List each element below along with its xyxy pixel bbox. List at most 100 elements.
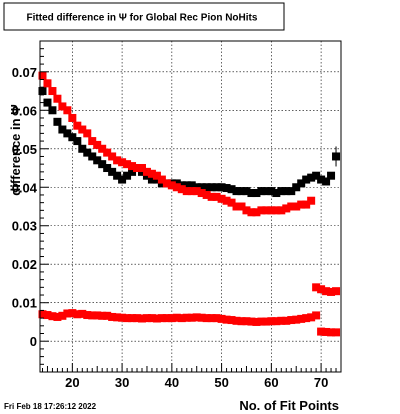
data-point bbox=[103, 148, 112, 157]
data-point bbox=[197, 313, 206, 322]
data-point bbox=[237, 317, 246, 326]
data-point bbox=[297, 314, 306, 323]
data-point bbox=[172, 313, 181, 322]
data-point bbox=[108, 312, 117, 321]
timestamp-footer: Fri Feb 18 17:26:12 2022 bbox=[4, 402, 97, 411]
data-point bbox=[207, 183, 216, 192]
series-black-0 bbox=[38, 87, 341, 198]
x-tick-label: 20 bbox=[65, 375, 79, 390]
data-point bbox=[162, 314, 171, 323]
data-point bbox=[172, 183, 181, 192]
data-point bbox=[53, 94, 62, 103]
data-point bbox=[317, 327, 326, 336]
data-point bbox=[192, 187, 201, 196]
data-point bbox=[128, 162, 137, 171]
data-point bbox=[78, 144, 87, 153]
data-point bbox=[43, 311, 52, 320]
data-point bbox=[197, 183, 206, 192]
data-point bbox=[287, 187, 296, 196]
data-point bbox=[287, 316, 296, 325]
chart-title: Fitted difference in Ψ for Global Rec Pi… bbox=[27, 13, 258, 24]
data-point bbox=[98, 144, 107, 153]
data-point bbox=[177, 185, 186, 194]
data-point bbox=[267, 206, 276, 215]
data-point bbox=[207, 314, 216, 323]
data-point bbox=[212, 192, 221, 201]
x-tick-label: 70 bbox=[314, 375, 328, 390]
data-point bbox=[93, 156, 102, 165]
data-point bbox=[252, 208, 261, 217]
data-point bbox=[312, 283, 321, 292]
data-point bbox=[182, 187, 191, 196]
data-point bbox=[242, 317, 251, 326]
data-point bbox=[202, 314, 211, 323]
data-point bbox=[257, 317, 266, 326]
data-point bbox=[68, 309, 77, 318]
data-point bbox=[302, 175, 311, 184]
data-point bbox=[307, 173, 316, 182]
series-red-2 bbox=[38, 309, 341, 337]
data-point bbox=[232, 316, 241, 325]
data-point bbox=[123, 171, 132, 180]
data-point bbox=[137, 164, 146, 173]
data-point bbox=[63, 129, 72, 138]
data-point bbox=[162, 179, 171, 188]
data-point bbox=[48, 106, 57, 115]
data-point bbox=[277, 316, 286, 325]
data-point bbox=[292, 183, 301, 192]
data-point bbox=[202, 190, 211, 199]
data-point bbox=[58, 102, 67, 111]
data-point bbox=[262, 317, 271, 326]
data-point bbox=[317, 285, 326, 294]
data-point bbox=[212, 183, 221, 192]
data-point bbox=[252, 317, 261, 326]
data-point bbox=[157, 175, 166, 184]
data-point bbox=[53, 312, 62, 321]
data-markers bbox=[38, 71, 341, 337]
data-point bbox=[242, 206, 251, 215]
data-point bbox=[128, 314, 137, 323]
data-point bbox=[78, 125, 87, 134]
data-point bbox=[327, 287, 336, 296]
data-point bbox=[48, 312, 57, 321]
data-point bbox=[297, 179, 306, 188]
data-point bbox=[142, 314, 151, 323]
x-tick-label: 50 bbox=[214, 375, 228, 390]
data-point bbox=[247, 317, 256, 326]
data-point bbox=[247, 208, 256, 217]
data-point bbox=[257, 187, 266, 196]
y-tick-label: 0.07 bbox=[12, 65, 37, 80]
data-point bbox=[73, 310, 82, 319]
y-tick-label: 0.03 bbox=[12, 219, 37, 234]
data-point bbox=[272, 189, 281, 198]
data-point bbox=[152, 314, 161, 323]
data-point bbox=[167, 181, 176, 190]
y-tick-label: 0.05 bbox=[12, 142, 37, 157]
data-point bbox=[272, 317, 281, 326]
x-tick-label: 40 bbox=[165, 375, 179, 390]
data-point bbox=[108, 167, 117, 176]
data-point bbox=[242, 187, 251, 196]
data-point bbox=[277, 206, 286, 215]
data-point bbox=[302, 200, 311, 209]
data-point bbox=[88, 152, 97, 161]
data-point bbox=[207, 192, 216, 201]
data-point bbox=[212, 314, 221, 323]
data-point bbox=[327, 328, 336, 337]
data-point bbox=[257, 206, 266, 215]
x-tick-label: 60 bbox=[264, 375, 278, 390]
data-point bbox=[267, 187, 276, 196]
data-point bbox=[118, 158, 127, 167]
x-tick-labels: 20 30 40 50 60 70 bbox=[65, 375, 328, 390]
data-point bbox=[292, 315, 301, 324]
data-point bbox=[137, 314, 146, 323]
series-red-1 bbox=[38, 71, 341, 296]
data-point bbox=[262, 206, 271, 215]
data-point bbox=[217, 194, 226, 203]
axis-ticks bbox=[40, 48, 342, 372]
data-point bbox=[222, 184, 231, 193]
data-point bbox=[217, 314, 226, 323]
data-point bbox=[232, 202, 241, 211]
data-point bbox=[48, 87, 57, 96]
